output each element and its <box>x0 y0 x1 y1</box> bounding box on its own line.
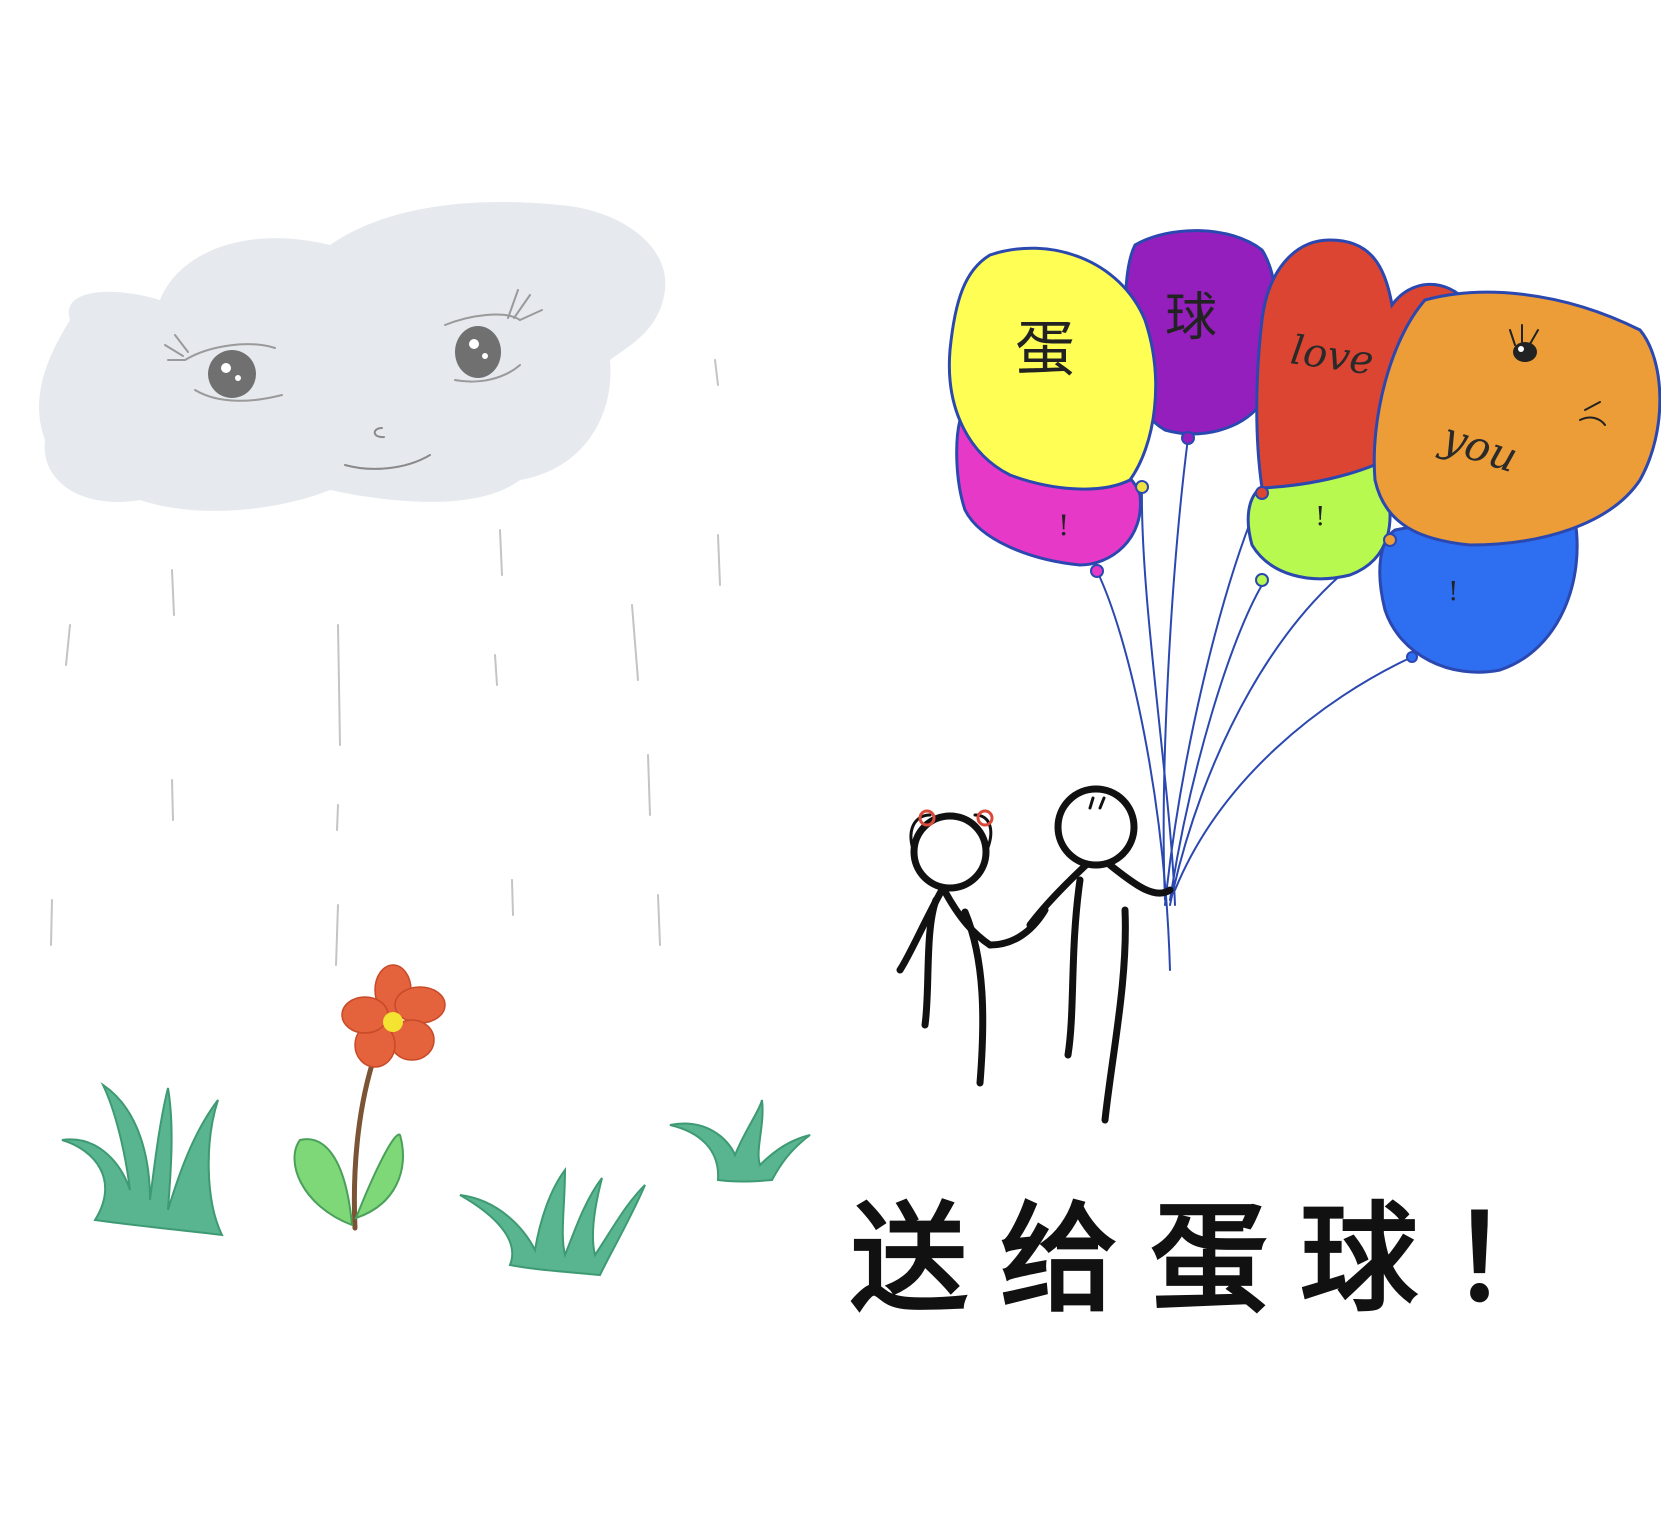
balloon-orange: you <box>1372 290 1661 547</box>
balloon-yellow: 蛋 <box>947 246 1158 494</box>
cloud-smile <box>344 454 431 470</box>
flower-stem <box>351 1052 378 1231</box>
flower <box>293 964 446 1231</box>
boy-head <box>1054 785 1138 869</box>
balloon-blue-label: ! <box>1448 577 1458 607</box>
balloon-purple-label: 球 <box>1165 288 1217 348</box>
grass-clump-3 <box>669 1099 811 1183</box>
caption-text: 送给蛋球！ <box>850 1189 1600 1328</box>
balloon-purple: 球 <box>1123 229 1279 445</box>
grass-clump-2 <box>459 1166 646 1277</box>
flower-center <box>383 1012 403 1032</box>
balloon-lime-label: ! <box>1315 502 1325 532</box>
balloon-red-label: love <box>1288 327 1377 384</box>
flower-leaf-left <box>293 1138 354 1227</box>
cloud-nose <box>373 427 385 439</box>
girl-figure <box>896 809 1049 1087</box>
flower-leaf-right <box>354 1133 404 1220</box>
rain <box>50 359 721 966</box>
cloud-body <box>39 201 666 511</box>
balloon-pink-label: ! <box>1058 509 1069 542</box>
cloud-right-eye <box>444 289 543 383</box>
balloon-orange-eyes <box>1509 324 1606 426</box>
girl-head <box>910 812 990 892</box>
flower-petals <box>341 964 446 1068</box>
grass-clump-1 <box>61 1082 224 1237</box>
boy-figure <box>1026 785 1174 1124</box>
balloon-yellow-label: 蛋 <box>1015 315 1075 385</box>
cloud-left-eye <box>164 334 283 402</box>
cloud <box>39 201 666 511</box>
